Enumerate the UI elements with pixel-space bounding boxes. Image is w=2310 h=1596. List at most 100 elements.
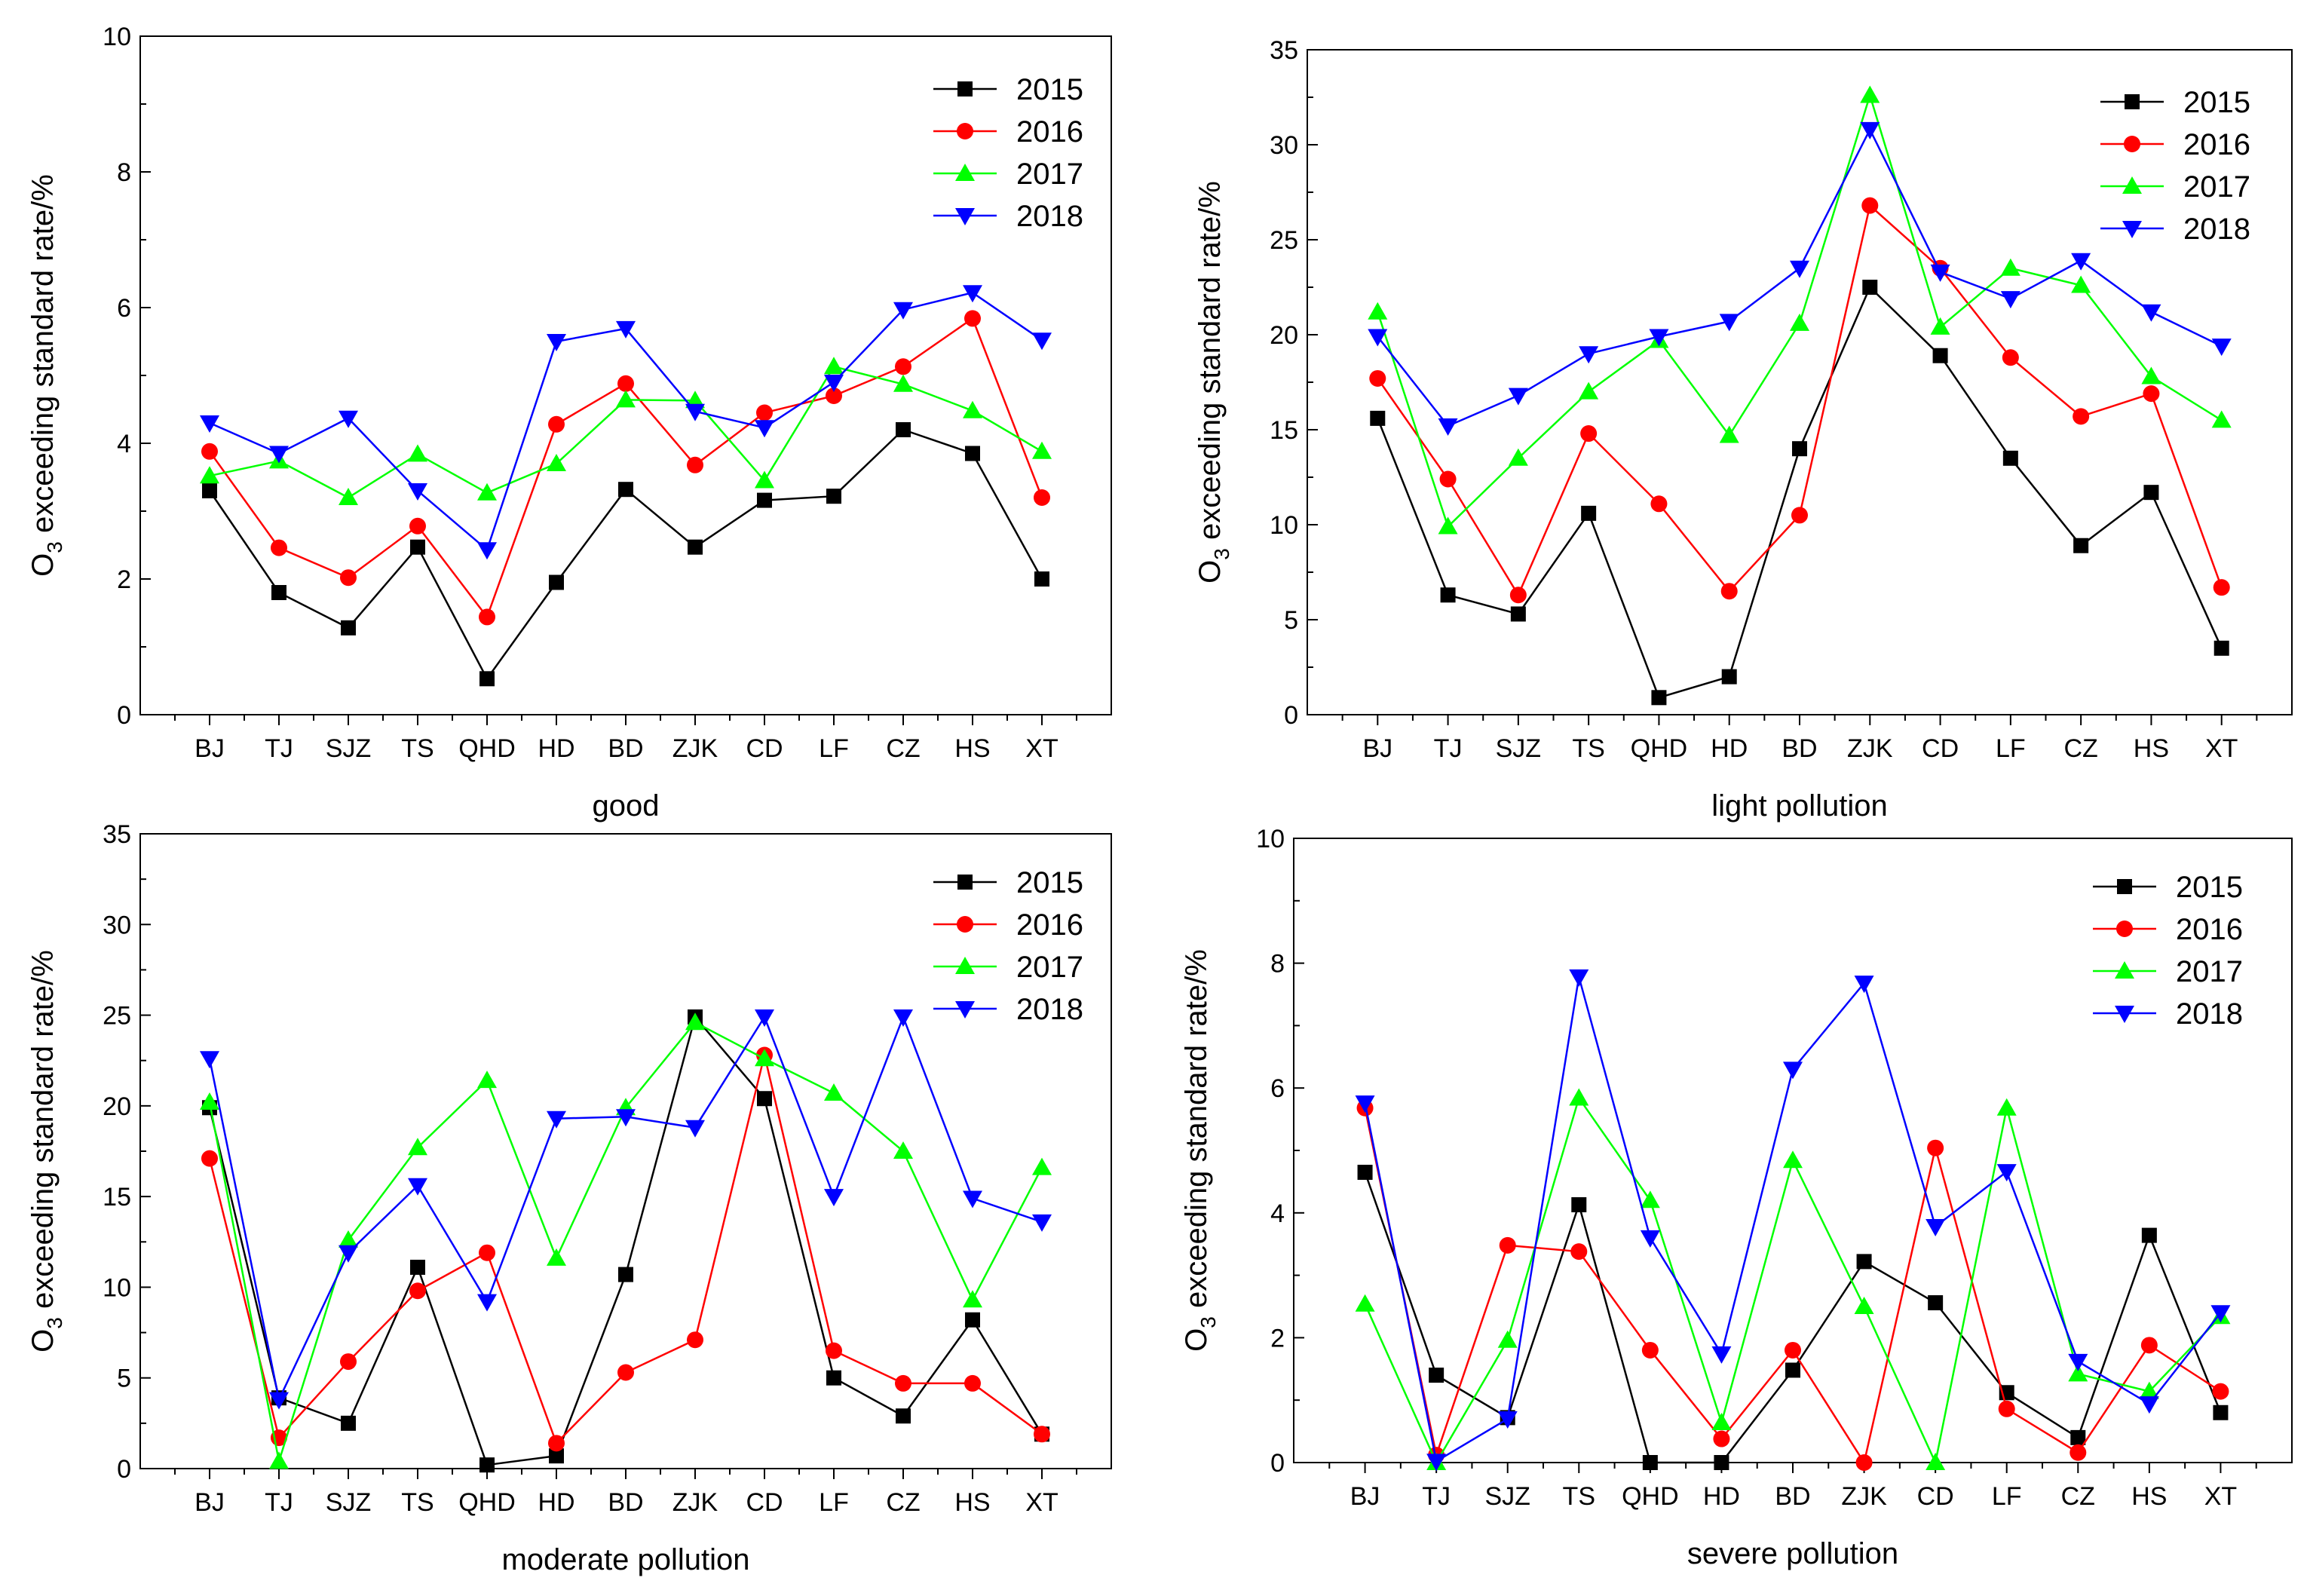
data-point-2015-hd <box>549 1448 564 1464</box>
data-point-2016-tj <box>1439 470 1457 488</box>
data-point-2017-ts <box>1579 381 1599 400</box>
data-point-2017-sjz <box>1508 448 1528 466</box>
data-point-2017-zjk <box>685 391 705 409</box>
data-point-2016-zjk <box>1855 1454 1873 1471</box>
data-point-2017-bd <box>1790 313 1809 331</box>
x-tick-label-zjk: ZJK <box>672 1488 718 1517</box>
x-tick-label-bd: BD <box>608 734 643 763</box>
series-line-2015 <box>1377 285 2223 699</box>
legend-marker-2015 <box>2125 94 2140 109</box>
x-tick-label-cz: CZ <box>2061 1482 2095 1511</box>
y-tick-label: 8 <box>117 158 131 187</box>
legend-marker-2016 <box>2116 921 2133 937</box>
y-tick-label: 4 <box>117 430 131 458</box>
data-point-2017-hd <box>1719 425 1739 443</box>
series-2018 <box>1368 121 2232 436</box>
data-point-2017-xt <box>1032 1157 1052 1175</box>
series-2015 <box>1370 280 2229 706</box>
x-tick-label-bj: BJ <box>1350 1482 1380 1511</box>
data-point-2017-lf <box>824 1083 844 1101</box>
series-2017 <box>1368 85 2232 535</box>
legend-marker-2018 <box>955 208 975 225</box>
y-axis-title-sub: 3 <box>43 1317 66 1329</box>
data-point-2018-tj <box>269 446 289 464</box>
x-tick-label-cd: CD <box>746 1488 783 1517</box>
x-tick-label-lf: LF <box>819 1488 849 1517</box>
data-point-2015-ts <box>410 1259 425 1275</box>
data-point-2016-ts <box>1580 425 1598 443</box>
y-axis-title-main: O <box>1180 1328 1213 1352</box>
data-point-2018-cd <box>755 420 774 438</box>
x-axis-title: moderate pollution <box>501 1543 749 1576</box>
data-point-2015-xt <box>2213 1405 2229 1420</box>
data-point-2018-tj <box>269 1392 289 1410</box>
x-tick-label-lf: LF <box>819 734 849 763</box>
y-tick-label: 25 <box>103 1002 131 1031</box>
data-point-2016-bd <box>617 1364 634 1381</box>
series-2018 <box>200 285 1052 560</box>
data-point-2018-zjk <box>685 1120 705 1138</box>
data-point-2016-bj <box>201 1150 218 1167</box>
data-point-2018-hs <box>2139 1396 2159 1414</box>
x-tick-label-qhd: QHD <box>1622 1482 1679 1511</box>
y-axis-title: O3 exceeding standard rate/% <box>26 174 66 577</box>
legend: 2015 2016 2017 2018 <box>933 73 1083 233</box>
y-tick-label: 5 <box>117 1365 131 1393</box>
y-axis-title-sub: 3 <box>43 541 66 553</box>
y-axis-title: O3 exceeding standard rate/% <box>1193 181 1233 584</box>
data-point-2016-sjz <box>340 1353 357 1371</box>
y-tick-label: 6 <box>1270 1074 1285 1103</box>
data-point-2018-hd <box>547 1110 566 1129</box>
legend-label-2017: 2017 <box>1016 951 1083 984</box>
data-point-2018-lf <box>2000 291 2020 309</box>
data-point-2017-lf <box>824 357 844 375</box>
legend-label-2016: 2016 <box>2176 913 2243 946</box>
y-tick-label: 0 <box>1284 701 1298 730</box>
data-point-2016-hs <box>2143 385 2160 403</box>
data-point-2016-lf <box>826 1342 842 1359</box>
legend-label-2015: 2015 <box>1016 73 1083 106</box>
data-point-2018-ts <box>408 483 427 501</box>
data-point-2015-ts <box>1571 1197 1587 1213</box>
series-line-2015 <box>208 1015 1043 1466</box>
x-tick-label-sjz: SJZ <box>1496 734 1541 763</box>
x-tick-label-bj: BJ <box>195 734 225 763</box>
x-tick-label-qhd: QHD <box>1631 734 1688 763</box>
x-tick-label-hd: HD <box>1703 1482 1740 1511</box>
legend: 2015 2016 2017 2018 <box>2093 871 2243 1031</box>
data-point-2018-xt <box>1032 1214 1052 1232</box>
data-point-2015-hd <box>549 574 564 590</box>
data-point-2016-cz <box>2070 1444 2087 1461</box>
data-point-2015-zjk <box>688 539 703 555</box>
data-point-2015-hs <box>2143 485 2159 501</box>
data-point-2017-cz <box>2071 275 2091 293</box>
data-point-2017-bj <box>1368 302 1388 320</box>
data-point-2015-cz <box>2073 538 2089 553</box>
data-point-2016-bj <box>1369 369 1386 387</box>
x-tick-label-lf: LF <box>1992 1482 2022 1511</box>
chart-panel-1: 0 2 4 6 8 10 BJ TJ SJZ TS QHD HD BD ZJK CD LF CZ HS XT good… <box>26 23 1112 823</box>
x-tick-label-zjk: ZJK <box>1847 734 1893 763</box>
data-point-2018-bd <box>1783 1061 1803 1080</box>
data-point-2016-qhd <box>1650 495 1668 513</box>
data-point-2018-lf <box>824 375 844 392</box>
y-tick-label: 0 <box>117 1455 131 1484</box>
x-tick-label-cz: CZ <box>886 734 920 763</box>
y-tick-label: 35 <box>1270 36 1298 65</box>
series-2015 <box>202 1009 1049 1473</box>
data-point-2015-hd <box>1714 1455 1729 1470</box>
x-tick-label-hd: HD <box>538 734 574 763</box>
data-point-2017-cd <box>1926 1453 1946 1470</box>
legend-label-2018: 2018 <box>1016 200 1083 233</box>
legend-label-2015: 2015 <box>2183 86 2250 119</box>
x-tick-label-lf: LF <box>1996 734 2026 763</box>
series-line-2016 <box>208 317 1043 619</box>
data-point-2015-sjz <box>341 620 356 636</box>
data-point-2017-bj <box>200 466 219 484</box>
data-point-2015-hs <box>2141 1227 2157 1243</box>
data-point-2015-cd <box>757 492 772 508</box>
data-point-2017-hs <box>963 400 982 418</box>
data-point-2018-bj <box>1355 1095 1375 1114</box>
y-tick-label: 2 <box>1270 1324 1285 1352</box>
data-point-2016-lf <box>2002 349 2019 366</box>
